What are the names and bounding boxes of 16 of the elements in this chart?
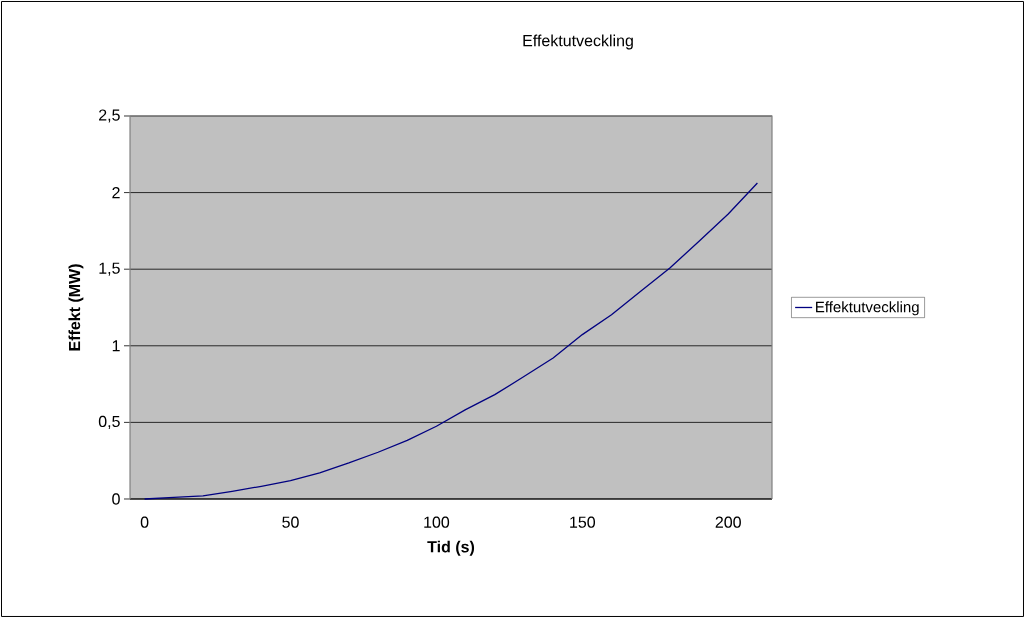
x-tick-label: 50 — [282, 516, 299, 528]
x-tick-label: 150 — [570, 516, 596, 528]
x-tick-label: 200 — [715, 516, 741, 528]
y-tick-label: 0,5 — [98, 415, 120, 429]
y-tick-label: 2,5 — [99, 109, 120, 123]
chart-title: Effektutveckling — [523, 34, 633, 50]
legend-label: Effektutveckling — [816, 301, 919, 316]
y-tick-label: 1 — [112, 340, 120, 352]
x-tick-label: 0 — [140, 516, 149, 528]
x-axis-title: Tid (s) — [427, 540, 475, 556]
y-axis-title: Effekt (MW) — [68, 264, 84, 351]
y-tick-label: 0 — [112, 493, 120, 505]
y-tick-label: 2 — [112, 187, 120, 199]
x-tick-label: 100 — [424, 516, 450, 528]
line-series — [143, 182, 759, 500]
y-tick-label: 1,5 — [99, 262, 120, 276]
